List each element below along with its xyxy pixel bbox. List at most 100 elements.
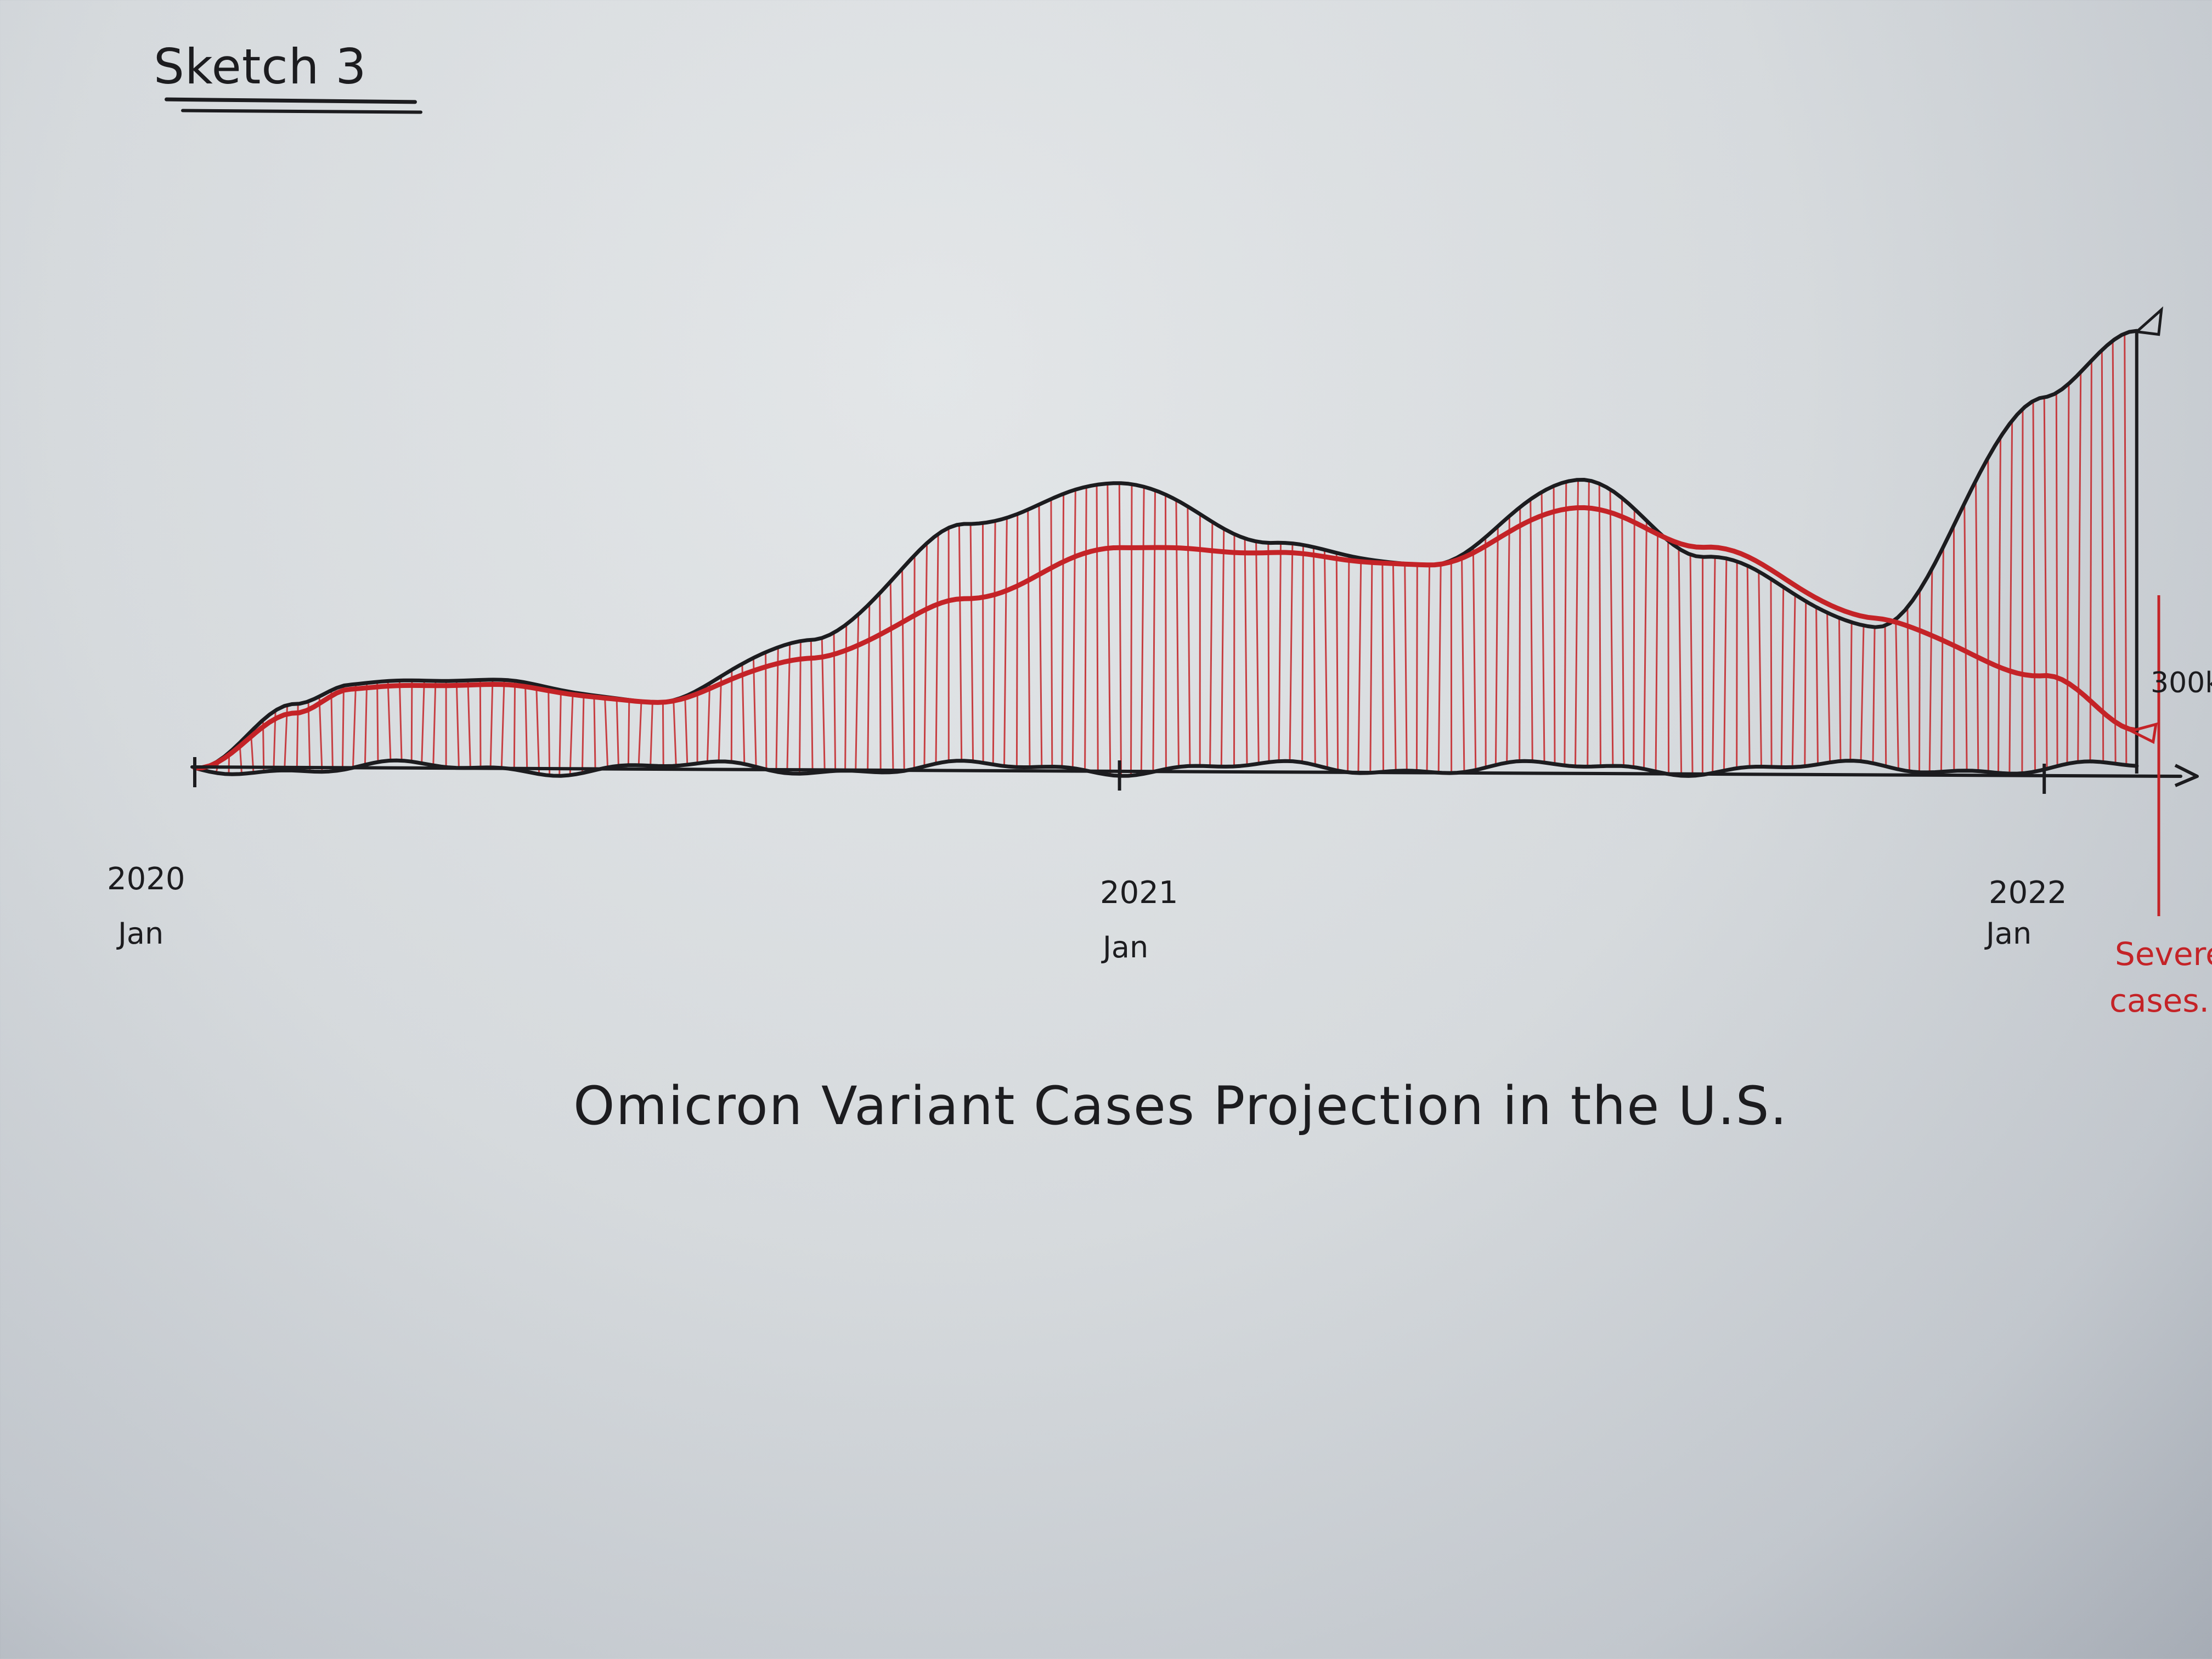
hatch-line — [718, 676, 723, 761]
hatch-line — [889, 580, 894, 772]
hatch-line — [1746, 566, 1751, 768]
hatch-line — [1928, 570, 1933, 772]
hatch-line — [1244, 538, 1248, 766]
hatch-line — [752, 657, 757, 767]
hatch-line — [2021, 409, 2024, 774]
hatch-line — [855, 615, 860, 771]
hatch-line — [844, 624, 848, 771]
sketch-title: Sketch 3 — [154, 38, 367, 95]
hatch-line — [410, 680, 413, 762]
hatch-line — [341, 685, 345, 770]
hatch-line — [387, 681, 392, 761]
x-tick-label-year: 2021 — [1100, 875, 1178, 911]
x-axis-line — [190, 765, 2182, 778]
hatch-line — [1860, 625, 1865, 762]
x-tick-label-month: Jan — [1103, 930, 1149, 964]
hatch-line — [637, 701, 642, 765]
hatch-line — [1849, 622, 1853, 761]
hatch-line — [1667, 540, 1670, 775]
hatch-line — [867, 604, 871, 772]
hatch-line — [1392, 562, 1397, 771]
hatch-line — [1027, 509, 1031, 768]
hatch-line — [1723, 558, 1728, 771]
hatch-line — [1084, 487, 1087, 771]
hatch-line — [2124, 333, 2128, 765]
hatch-line — [2112, 340, 2117, 764]
hatch-line — [307, 701, 311, 772]
hatch-line — [569, 692, 574, 775]
hatch-line — [1963, 501, 1968, 771]
baseline-curve — [193, 758, 2139, 778]
hatch-line — [1096, 484, 1099, 773]
hatch-line — [1003, 518, 1008, 766]
hatch-line — [513, 680, 516, 770]
x-tick-label-month: Jan — [1986, 916, 2032, 951]
hatch-line — [1689, 555, 1694, 776]
hatch-line — [535, 685, 540, 774]
hatch-line — [2066, 384, 2070, 764]
hatch-line — [2055, 392, 2058, 766]
hatch-line — [489, 679, 494, 768]
x-tick-label-year: 2020 — [107, 861, 185, 897]
x-tick-label-month: Jan — [118, 916, 164, 951]
total-cases-curve — [193, 329, 2139, 770]
hatch-line — [650, 702, 653, 766]
hatch-line — [1152, 490, 1156, 772]
hatch-line — [1118, 483, 1122, 776]
hatch-line — [1289, 543, 1294, 761]
hatch-line — [1872, 627, 1876, 764]
hatch-line — [2101, 349, 2104, 763]
hatch-line — [1826, 613, 1831, 763]
hatch-line — [673, 699, 677, 766]
hatch-line — [1575, 479, 1579, 767]
hatch-line — [398, 680, 403, 761]
hatch-line — [913, 555, 916, 769]
hatch-line — [1312, 547, 1316, 765]
hatch-line — [1301, 545, 1304, 763]
hatch-line — [1643, 520, 1647, 770]
hatch-line — [1712, 556, 1716, 773]
hatch-line — [1461, 554, 1465, 772]
severe-flag-marker — [2127, 722, 2158, 744]
hatch-line — [1071, 490, 1076, 769]
hatch-line — [376, 681, 379, 763]
peak-end-markers — [2127, 306, 2163, 774]
hatch-line — [1187, 507, 1191, 766]
x-axis-arrowhead — [2174, 764, 2199, 787]
hatch-line — [1472, 546, 1477, 771]
hatch-line — [1838, 618, 1842, 761]
hatch-line — [1267, 543, 1270, 763]
hatch-line — [1404, 563, 1408, 771]
hatch-line — [604, 697, 609, 768]
hatch-line — [330, 690, 334, 771]
hatch-line — [1587, 480, 1590, 767]
hatch-line — [1633, 509, 1635, 768]
hatch-line — [467, 680, 471, 768]
peak-value-annotation: 300k — [2151, 667, 2212, 699]
hatch-line — [1541, 491, 1545, 763]
hatch-line — [982, 523, 984, 763]
hatch-line — [1564, 482, 1567, 766]
hatch-line — [2089, 361, 2092, 761]
severe-cases-curve — [192, 505, 2140, 771]
hatch-line — [1175, 500, 1180, 768]
hatch-line — [421, 680, 425, 764]
hatch-line — [2077, 373, 2082, 762]
hatch-line — [1678, 549, 1683, 776]
hatch-line — [558, 690, 562, 776]
hatch-line — [1506, 517, 1510, 763]
hatch-line — [1655, 531, 1659, 772]
peak-flag-marker — [2133, 306, 2163, 336]
hatch-line — [318, 696, 323, 772]
hatch-line — [1884, 625, 1887, 766]
hatch-line — [1038, 504, 1043, 767]
hatch-line — [923, 544, 928, 766]
hatch-line — [1780, 586, 1785, 768]
hatch-line — [524, 682, 528, 772]
hatch-line — [730, 670, 733, 762]
hatch-line — [352, 684, 357, 768]
hatch-line — [1609, 490, 1614, 766]
hatch-line — [2032, 400, 2036, 772]
hatch-line — [500, 680, 505, 769]
